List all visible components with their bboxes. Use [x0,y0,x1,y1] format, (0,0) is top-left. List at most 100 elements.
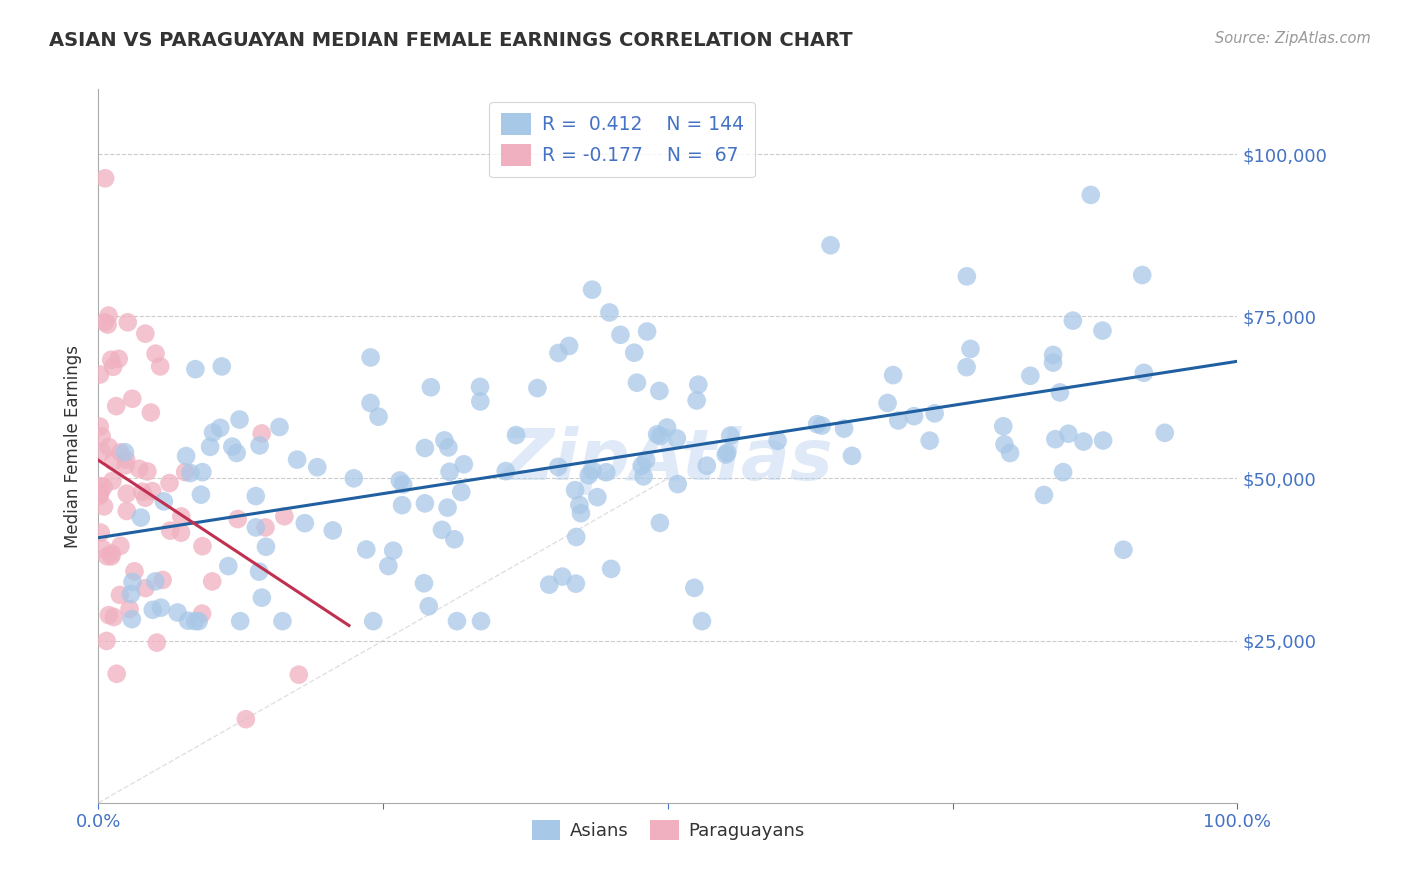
Point [114,458,136,473]
Text: ASIAN VS PARAGUAYAN MEDIAN FEMALE EARNINGS CORRELATION CHART: ASIAN VS PARAGUAYAN MEDIAN FEMALE EARNIN… [49,31,853,50]
Point [110,539,132,553]
Point [418,599,440,614]
Point [1080,188,1102,202]
Point [600,562,623,576]
Point [221,440,243,454]
Point [146,635,169,649]
Point [96,634,118,648]
Point [470,394,492,409]
Point [288,667,311,681]
Point [714,448,737,462]
Point [124,565,146,579]
Point [392,477,415,491]
Point [633,469,655,483]
Point [93,500,115,514]
Point [924,406,946,420]
Point [665,432,688,446]
Text: Source: ZipAtlas.com: Source: ZipAtlas.com [1215,31,1371,46]
Point [766,434,789,448]
Point [115,452,138,467]
Point [1091,324,1114,338]
Point [90,445,112,459]
Point [648,516,671,530]
Point [174,449,197,463]
Point [245,489,267,503]
Point [413,496,436,510]
Point [89,489,111,503]
Point [645,427,668,442]
Point [174,465,197,479]
Point [1062,313,1084,327]
Point [391,498,413,512]
Point [443,533,465,547]
Point [367,409,389,424]
Point [1130,268,1153,282]
Point [285,452,308,467]
Point [245,520,267,534]
Point [413,441,436,455]
Y-axis label: Median Female Earnings: Median Female Earnings [65,344,83,548]
Point [806,417,828,432]
Point [250,426,273,441]
Point [623,345,645,359]
Point [832,421,855,435]
Point [97,608,120,623]
Point [666,477,689,491]
Point [209,421,232,435]
Point [505,428,527,442]
Point [1112,542,1135,557]
Point [202,425,225,440]
Point [93,480,115,494]
Point [450,485,472,500]
Point [569,506,592,520]
Point [468,380,491,394]
Point [117,315,139,329]
Point [136,465,159,479]
Point [97,309,120,323]
Point [598,305,620,319]
Point [118,602,141,616]
Point [96,549,118,564]
Point [129,510,152,524]
Point [217,559,239,574]
Point [271,614,294,628]
Point [581,283,603,297]
Point [578,468,600,483]
Point [343,471,366,485]
Point [184,362,207,376]
Point [269,420,291,434]
Point [1045,432,1067,446]
Point [595,465,617,479]
Point [114,445,136,459]
Text: ZipAtlas: ZipAtlas [502,425,834,495]
Point [609,327,631,342]
Point [1057,426,1080,441]
Point [636,453,658,467]
Point [1042,355,1064,369]
Point [90,429,112,443]
Point [134,491,156,505]
Point [581,463,603,477]
Point [121,574,143,589]
Point [190,488,212,502]
Point [177,614,200,628]
Point [110,445,132,459]
Point [1049,385,1071,400]
Point [107,351,129,366]
Point [226,512,249,526]
Point [453,457,475,471]
Point [388,474,411,488]
Point [841,449,863,463]
Point [97,440,120,454]
Point [145,346,167,360]
Point [105,399,128,413]
Point [153,494,176,508]
Point [142,603,165,617]
Point [998,446,1021,460]
Point [100,352,122,367]
Point [1133,366,1156,380]
Point [655,420,678,434]
Point [1153,425,1175,440]
Point [250,591,273,605]
Point [201,574,224,589]
